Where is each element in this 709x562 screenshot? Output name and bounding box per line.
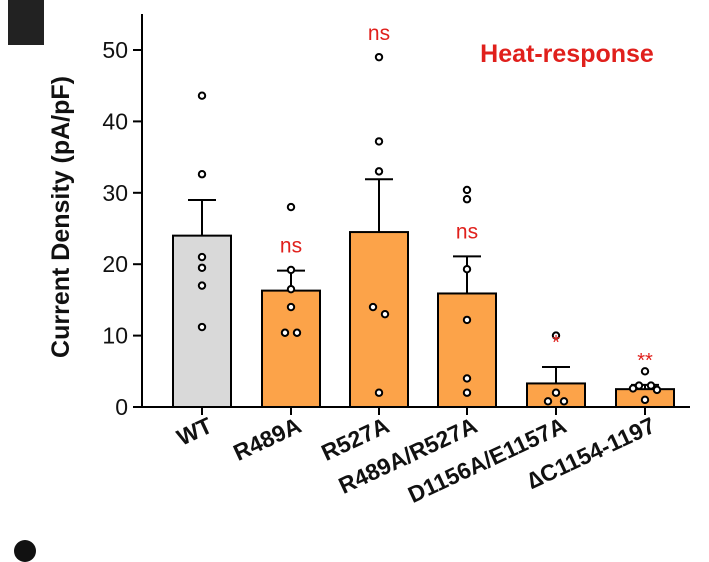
bar-3 <box>349 231 409 408</box>
data-point <box>368 302 378 312</box>
significance-label: ns <box>456 220 478 243</box>
y-tick-label: 40 <box>102 108 128 134</box>
x-category-label: R489A <box>229 412 305 466</box>
data-point <box>374 388 384 397</box>
data-point <box>197 252 207 262</box>
bar-4 <box>437 292 497 408</box>
data-point <box>374 137 384 146</box>
data-point <box>197 281 207 290</box>
bar-1 <box>172 234 232 408</box>
x-category-label: WT <box>173 412 216 451</box>
significance-label: ** <box>637 350 653 372</box>
data-point <box>197 263 207 272</box>
y-tick-label: 10 <box>102 323 128 349</box>
data-point <box>628 384 638 393</box>
significance-label: ns <box>280 235 302 258</box>
y-tick-label: 0 <box>115 394 128 420</box>
data-point <box>640 395 650 405</box>
y-tick-label: 50 <box>102 37 128 63</box>
data-point <box>280 328 290 337</box>
data-point <box>462 185 472 195</box>
data-point <box>197 170 207 179</box>
data-point <box>462 315 472 325</box>
data-point <box>462 195 472 204</box>
data-point <box>286 302 296 312</box>
data-point <box>286 265 296 275</box>
data-point <box>652 385 662 395</box>
significance-label: * <box>552 332 560 354</box>
significance-label: ns <box>368 22 390 45</box>
data-point <box>543 397 553 406</box>
data-point <box>374 167 384 176</box>
data-point <box>374 52 384 62</box>
data-point <box>286 284 296 294</box>
data-point <box>462 264 472 274</box>
y-axis-label: Current Density (pA/pF) <box>47 76 75 358</box>
data-point <box>292 328 302 337</box>
data-point <box>462 374 472 383</box>
data-point <box>197 91 207 100</box>
data-point <box>646 381 656 390</box>
y-tick-label: 30 <box>102 180 128 206</box>
data-point <box>462 388 472 397</box>
data-point <box>551 388 561 397</box>
corner-dark-block <box>8 0 44 45</box>
data-point <box>559 397 569 406</box>
data-point <box>197 322 207 332</box>
data-point <box>286 202 296 212</box>
data-point <box>551 331 561 340</box>
data-point <box>640 367 650 376</box>
y-tick-label: 20 <box>102 251 128 277</box>
chart-title: Heat-response <box>480 40 654 68</box>
data-point <box>380 309 390 319</box>
